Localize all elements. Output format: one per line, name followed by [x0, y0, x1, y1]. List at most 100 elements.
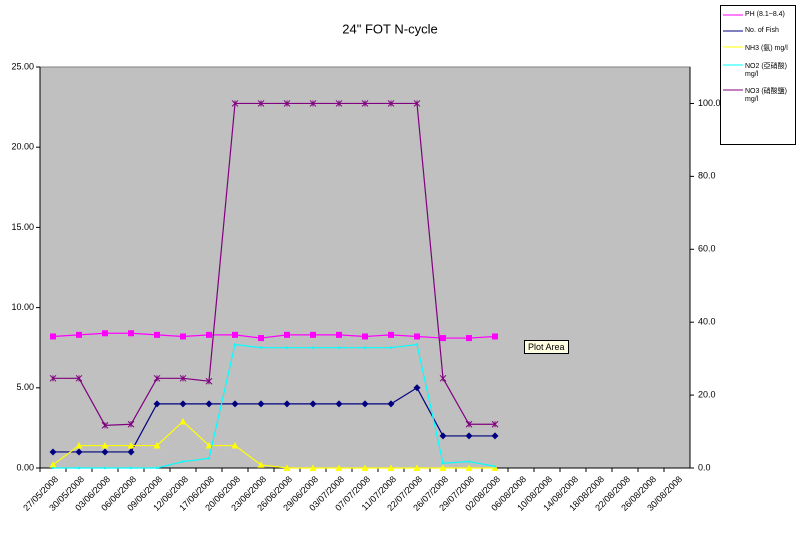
marker [467, 460, 471, 463]
y2-tick-label: 40.0 [698, 317, 716, 327]
y-tick-label: 25.00 [11, 61, 34, 71]
marker [491, 432, 499, 440]
marker [75, 442, 83, 449]
marker [309, 400, 317, 408]
marker [49, 461, 57, 468]
legend-icon [723, 64, 743, 66]
marker [153, 442, 161, 449]
legend-icon [723, 89, 743, 91]
marker [309, 100, 317, 107]
marker [258, 335, 264, 342]
marker [50, 333, 56, 340]
legend-item: No. of Fish [723, 27, 793, 35]
marker [388, 331, 394, 338]
marker [206, 331, 212, 338]
marker [465, 464, 473, 471]
marker [101, 421, 109, 429]
marker [335, 400, 343, 408]
y-tick-label: 15.00 [11, 222, 34, 232]
marker [231, 442, 239, 449]
marker [179, 417, 187, 425]
marker [284, 331, 290, 338]
marker [179, 400, 187, 408]
marker [127, 420, 135, 428]
y2-tick-label: 60.0 [698, 244, 716, 254]
y-tick-label: 20.00 [11, 142, 34, 152]
marker [259, 346, 263, 349]
marker [257, 400, 265, 408]
marker [439, 374, 447, 382]
legend-item: NO3 (硝酸鹽) mg/l [723, 86, 793, 103]
marker [283, 464, 291, 471]
marker [311, 346, 315, 349]
marker [75, 374, 83, 382]
plot-area [39, 66, 691, 469]
marker [387, 464, 395, 471]
marker [207, 457, 211, 460]
series-line [52, 332, 496, 339]
marker [232, 331, 238, 338]
marker [285, 346, 289, 349]
series-line [52, 420, 495, 469]
marker [179, 374, 187, 382]
marker [101, 448, 109, 456]
marker [205, 442, 213, 449]
y-tick-label: 0.00 [16, 462, 34, 472]
y2-tick-label: 80.0 [698, 171, 716, 181]
annotation: Plot Area [524, 340, 569, 354]
marker [413, 384, 421, 392]
marker [309, 464, 317, 471]
marker [465, 432, 473, 440]
marker [387, 100, 395, 107]
marker [413, 100, 421, 107]
marker [231, 400, 239, 408]
y-tick-label: 5.00 [16, 382, 34, 392]
marker [155, 466, 159, 470]
legend-icon [723, 46, 743, 48]
marker [76, 331, 82, 338]
marker [493, 465, 497, 468]
marker [466, 335, 472, 342]
marker [491, 420, 499, 428]
marker [257, 461, 265, 468]
y2-tick-label: 100.0 [698, 98, 721, 108]
legend-label: NH3 (氨) mg/l [745, 45, 788, 52]
y2-tick-label: 0.0 [698, 462, 711, 472]
y-tick-label: 10.00 [11, 302, 34, 312]
marker [102, 330, 108, 337]
marker [413, 464, 421, 471]
legend-item: NO2 (亞硝酸) mg/l [723, 61, 793, 78]
marker [440, 335, 446, 342]
marker [415, 343, 419, 346]
marker [335, 100, 343, 107]
series-line [53, 102, 495, 426]
marker [205, 377, 213, 385]
marker [387, 400, 395, 408]
marker [205, 400, 213, 408]
marker [389, 346, 393, 349]
marker [103, 466, 107, 470]
y2-tick-label: 20.0 [698, 389, 716, 399]
marker [127, 448, 135, 456]
marker [153, 400, 161, 408]
marker [233, 343, 237, 346]
marker [75, 448, 83, 456]
marker [129, 466, 133, 470]
marker [414, 333, 420, 340]
legend-label: PH (8.1~8.4) [745, 11, 785, 18]
marker [153, 374, 161, 382]
marker [361, 400, 369, 408]
legend-label: No. of Fish [745, 27, 779, 34]
marker [51, 466, 55, 470]
marker [362, 333, 368, 340]
legend-label: NO3 (硝酸鹽) mg/l [745, 88, 787, 103]
marker [128, 330, 134, 337]
marker [127, 442, 135, 449]
marker [49, 448, 57, 456]
marker [180, 333, 186, 340]
legend-item: NH3 (氨) mg/l [723, 43, 793, 53]
marker [363, 346, 367, 349]
legend-label: NO2 (亞硝酸) mg/l [745, 63, 787, 78]
legend: PH (8.1~8.4) No. of Fish NH3 (氨) mg/l NO2 (… [720, 5, 796, 145]
